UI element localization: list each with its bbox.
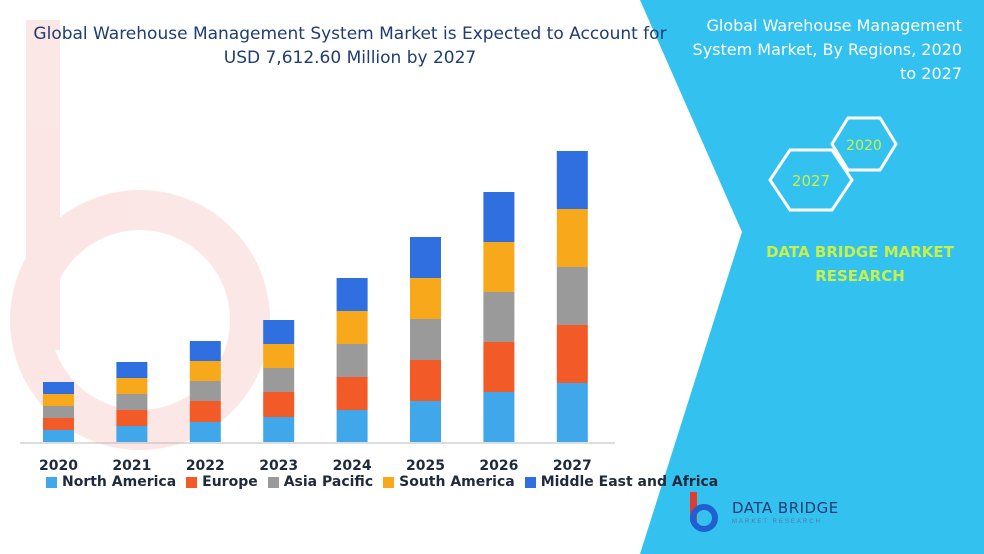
bar-2025-middle-east-and-africa: [410, 237, 441, 278]
x-tick-label-2021: 2021: [112, 458, 151, 474]
bar-2027-middle-east-and-africa: [556, 151, 588, 209]
hexagon-2020: 2020: [830, 116, 898, 172]
bar-2026-asia-pacific: [483, 292, 515, 342]
legend-label: Asia Pacific: [283, 474, 374, 490]
hex-label-2027: 2027: [792, 172, 830, 190]
bar-2025-asia-pacific: [410, 319, 441, 360]
legend-label: North America: [62, 474, 177, 490]
bar-2024-asia-pacific: [336, 344, 368, 377]
bar-2021-south-america: [116, 378, 148, 394]
bar-2024-europe: [336, 377, 368, 410]
bar-2023-asia-pacific: [263, 368, 295, 392]
bar-2023-middle-east-and-africa: [263, 320, 295, 344]
bar-2021-europe: [116, 410, 148, 426]
bar-2020-middle-east-and-africa: [43, 382, 74, 394]
bar-2021-middle-east-and-africa: [116, 362, 148, 378]
bar-2020-south-america: [43, 394, 74, 406]
logo-subtext: MARKET RESEARCH: [732, 519, 822, 525]
x-tick-label-2027: 2027: [553, 458, 592, 474]
bar-2021-north-america: [116, 426, 148, 442]
bar-2022-europe: [189, 401, 221, 422]
bar-2027-south-america: [556, 209, 588, 267]
legend-item-asia-pacific: Asia Pacific: [267, 474, 374, 490]
bar-2023-south-america: [263, 344, 295, 368]
logo: DATA BRIDGE MARKET RESEARCH: [684, 490, 839, 534]
legend-swatch: [524, 476, 536, 488]
bar-2026-europe: [483, 342, 515, 392]
bar-2023-europe: [263, 392, 295, 417]
bar-2026-south-america: [483, 242, 515, 292]
bar-2022-south-america: [189, 361, 221, 381]
bar-2021-asia-pacific: [116, 394, 148, 410]
side-panel: [640, 0, 984, 554]
hex-label-2020: 2020: [846, 138, 882, 154]
x-tick-label-2023: 2023: [259, 458, 298, 474]
bar-2020-north-america: [43, 430, 74, 442]
brand-text: DATA BRIDGE MARKET RESEARCH: [766, 243, 954, 285]
legend-swatch: [383, 476, 395, 488]
bar-2027-europe: [556, 325, 588, 383]
x-tick-label-2025: 2025: [406, 458, 445, 474]
legend-swatch: [267, 476, 279, 488]
bars: [43, 151, 588, 442]
bar-2022-middle-east-and-africa: [189, 341, 221, 361]
bar-2024-south-america: [336, 311, 368, 344]
bar-2027-north-america: [556, 383, 588, 442]
hexagon-2027: 2027: [768, 148, 854, 212]
legend: North America Europe Asia Pacific South Ame…: [46, 474, 718, 490]
legend-item-europe: Europe: [186, 474, 258, 490]
x-tick-label-2020: 2020: [39, 458, 78, 474]
bar-2027-asia-pacific: [556, 267, 588, 325]
legend-label: South America: [399, 474, 515, 490]
bar-2020-europe: [43, 418, 74, 430]
bar-2026-middle-east-and-africa: [483, 192, 515, 242]
x-tick-label-2022: 2022: [186, 458, 225, 474]
bar-2024-middle-east-and-africa: [336, 278, 368, 311]
bar-2025-north-america: [410, 401, 441, 442]
logo-text: DATA BRIDGE: [732, 499, 839, 517]
bar-2023-north-america: [263, 417, 295, 442]
bar-2025-europe: [410, 360, 441, 401]
logo-icon: [690, 492, 718, 532]
legend-item-north-america: North America: [46, 474, 176, 490]
bar-2022-asia-pacific: [189, 381, 221, 401]
legend-label: Middle East and Africa: [540, 474, 719, 490]
legend-swatch: [186, 476, 198, 488]
bar-2020-asia-pacific: [43, 406, 74, 418]
side-panel-title: Global Warehouse Management System Marke…: [692, 16, 962, 83]
bar-2026-north-america: [483, 392, 515, 442]
bar-2024-north-america: [336, 410, 368, 442]
x-tick-label-2026: 2026: [479, 458, 518, 474]
x-tick-label-2024: 2024: [333, 458, 372, 474]
x-tick-labels: 2020 2021 2022 2023 2024 2025 2026 2027: [39, 458, 592, 474]
legend-label: Europe: [202, 474, 258, 490]
bar-2025-south-america: [410, 278, 441, 319]
legend-swatch: [46, 476, 57, 488]
legend-item-south-america: South America: [383, 474, 515, 490]
legend-item-middle-east-and-africa: Middle East and Africa: [524, 474, 719, 490]
bar-2022-north-america: [189, 422, 221, 442]
chart-title: Global Warehouse Management System Marke…: [33, 24, 667, 68]
